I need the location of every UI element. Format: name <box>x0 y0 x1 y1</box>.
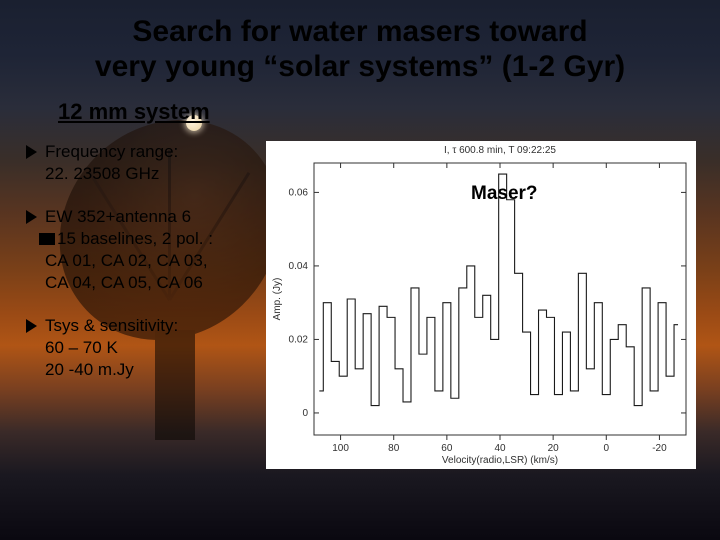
bullet-item: Frequency range: 22. 23508 GHz <box>26 141 258 185</box>
bullet-list: Frequency range: 22. 23508 GHz EW 352+an… <box>24 141 258 381</box>
svg-text:0: 0 <box>302 408 308 419</box>
spectrum-chart-container: I, τ 600.8 min, T 09:22:25 100 80 60 40 20 0 -2… <box>266 141 696 469</box>
bullet-text: Frequency range: 22. 23508 GHz <box>45 141 178 185</box>
bullet-marker-icon <box>26 319 37 333</box>
svg-text:-20: -20 <box>652 443 667 454</box>
title-line-2: very young “solar systems” (1-2 Gyr) <box>95 50 625 83</box>
svg-text:0.02: 0.02 <box>289 334 309 345</box>
bullet-text: Tsys & sensitivity: 60 – 70 K 20 -40 m.J… <box>45 315 178 380</box>
svg-text:0.04: 0.04 <box>289 261 309 272</box>
svg-text:I, τ 600.8 min, T 09:22:25: I, τ 600.8 min, T 09:22:25 <box>444 145 556 156</box>
bullet-item: EW 352+antenna 6 15 baselines, 2 pol. : … <box>26 206 258 293</box>
bullet-line: Tsys & sensitivity: <box>45 315 178 337</box>
slide-title: Search for water masers toward very youn… <box>24 14 696 85</box>
bullet-marker-icon <box>26 145 37 159</box>
svg-text:40: 40 <box>494 443 506 454</box>
bullet-line: Frequency range: <box>45 141 178 163</box>
svg-text:0: 0 <box>604 443 610 454</box>
spectrum-chart: I, τ 600.8 min, T 09:22:25 100 80 60 40 20 0 -2… <box>266 141 696 469</box>
bullet-line: 20 -40 m.Jy <box>45 359 178 381</box>
bullet-line: CA 01, CA 02, CA 03, <box>45 250 213 272</box>
slide: Search for water masers toward very youn… <box>0 0 720 540</box>
bullet-text: EW 352+antenna 6 15 baselines, 2 pol. : … <box>45 206 213 293</box>
slide-subtitle: 12 mm system <box>58 99 696 125</box>
title-line-1: Search for water masers toward <box>132 15 587 48</box>
bullet-line: 22. 23508 GHz <box>45 163 178 185</box>
maser-annotation: Maser? <box>471 183 538 205</box>
bullet-line: 60 – 70 K <box>45 337 178 359</box>
bullet-marker-icon <box>26 210 37 224</box>
svg-text:20: 20 <box>548 443 560 454</box>
bullet-line: 15 baselines, 2 pol. : <box>45 228 213 250</box>
arrow-right-icon <box>45 233 55 245</box>
svg-text:Amp. (Jy): Amp. (Jy) <box>272 277 283 320</box>
bullet-line: EW 352+antenna 6 <box>45 206 213 228</box>
svg-text:80: 80 <box>388 443 400 454</box>
svg-text:100: 100 <box>332 443 349 454</box>
bullet-line: CA 04, CA 05, CA 06 <box>45 272 213 294</box>
content-row: Frequency range: 22. 23508 GHz EW 352+an… <box>24 141 696 469</box>
svg-text:0.06: 0.06 <box>289 187 309 198</box>
bullet-item: Tsys & sensitivity: 60 – 70 K 20 -40 m.J… <box>26 315 258 380</box>
svg-text:Velocity(radio,LSR) (km/s): Velocity(radio,LSR) (km/s) <box>442 455 558 466</box>
svg-text:60: 60 <box>441 443 453 454</box>
bullet-line-text: 15 baselines, 2 pol. : <box>57 229 213 248</box>
